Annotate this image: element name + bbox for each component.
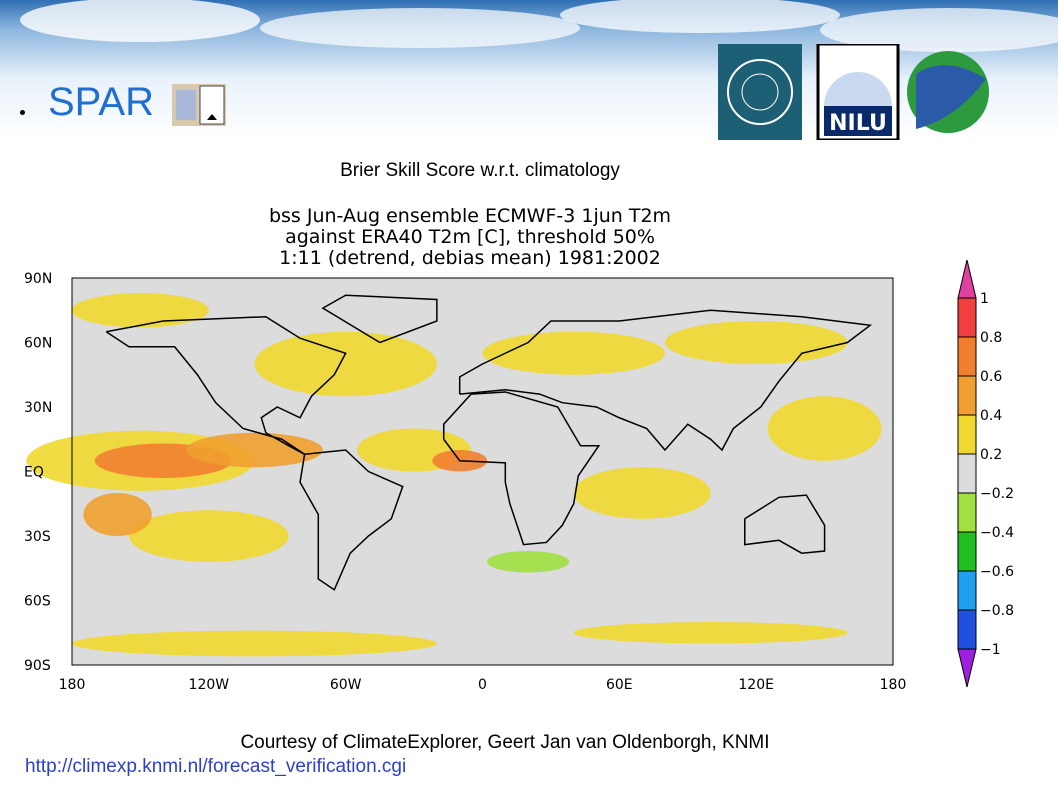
colorbar-label: 0.4 bbox=[980, 408, 1002, 424]
colorbar-label: −0.8 bbox=[980, 603, 1014, 619]
colorbar-band bbox=[957, 570, 977, 611]
lon-label: 60E bbox=[606, 677, 633, 693]
lon-label: 0 bbox=[478, 677, 487, 693]
skill-region bbox=[487, 551, 570, 573]
colorbar-band bbox=[957, 531, 977, 572]
lat-label: EQ bbox=[24, 465, 44, 481]
colorbar-label: 0.2 bbox=[980, 447, 1002, 463]
coastline bbox=[458, 309, 873, 452]
nilu-logo-text: NILU bbox=[829, 111, 887, 136]
skill-region bbox=[767, 396, 882, 461]
slide-title: SPAR bbox=[48, 80, 154, 124]
skill-region bbox=[186, 432, 323, 468]
coastline bbox=[105, 315, 347, 455]
lat-label: 60S bbox=[24, 594, 51, 610]
plot-title-line: 1:11 (detrend, debias mean) 1981:2002 bbox=[279, 247, 661, 269]
colorbar-label: 0.8 bbox=[980, 330, 1002, 346]
colorbar-band bbox=[957, 336, 977, 377]
colorbar-label: 0.6 bbox=[980, 369, 1002, 385]
skill-region bbox=[573, 467, 711, 519]
colorbar-bottom bbox=[957, 648, 977, 688]
lon-label: 120W bbox=[189, 677, 230, 693]
colorbar-label: −0.2 bbox=[980, 486, 1014, 502]
colorbar-label: −1 bbox=[980, 642, 1001, 658]
colorbar-band bbox=[957, 297, 977, 338]
skill-region bbox=[573, 622, 848, 644]
colorbar-band bbox=[957, 609, 977, 650]
skill-region bbox=[72, 630, 437, 657]
coastline bbox=[321, 294, 438, 344]
colorbar-band bbox=[957, 453, 977, 494]
plot-title-line: against ERA40 T2m [C], threshold 50% bbox=[285, 226, 655, 248]
logos: NILU bbox=[718, 44, 989, 140]
skill-region bbox=[482, 331, 665, 375]
lon-label: 60W bbox=[330, 677, 362, 693]
colorbar-band bbox=[957, 492, 977, 533]
skill-region bbox=[254, 331, 437, 397]
coastline bbox=[744, 494, 826, 554]
lat-label: 90S bbox=[24, 658, 51, 674]
source-link[interactable]: http://climexp.knmi.nl/forecast_verifica… bbox=[25, 756, 407, 777]
lat-label: 90N bbox=[24, 271, 52, 287]
colorbar-band bbox=[957, 414, 977, 455]
lat-label: 30N bbox=[24, 400, 52, 416]
skill-region bbox=[664, 321, 848, 364]
lon-label: 180 bbox=[880, 677, 907, 693]
lat-label: 60N bbox=[24, 336, 52, 352]
lon-label: 120E bbox=[738, 677, 774, 693]
credit: Courtesy of ClimateExplorer, Geert Jan v… bbox=[240, 732, 770, 753]
coastline bbox=[442, 391, 601, 546]
map bbox=[26, 277, 894, 666]
lat-label: 30S bbox=[24, 529, 51, 545]
card-icon bbox=[172, 84, 226, 126]
skill-region bbox=[83, 493, 152, 536]
skill-region bbox=[72, 293, 209, 328]
colorbar-band bbox=[957, 375, 977, 416]
colorbar-label: 1 bbox=[980, 291, 989, 307]
colorbar-label: −0.4 bbox=[980, 525, 1014, 541]
coastline bbox=[299, 449, 404, 591]
bss-map-figure: bss Jun-Aug ensemble ECMWF-3 1jun T2maga… bbox=[12, 198, 1038, 723]
colorbar-label: −0.6 bbox=[980, 564, 1014, 580]
skill-region bbox=[129, 510, 289, 562]
figure-caption: Brier Skill Score w.r.t. climatology bbox=[340, 160, 620, 181]
plot-title-line: bss Jun-Aug ensemble ECMWF-3 1jun T2m bbox=[269, 205, 671, 227]
map-frame bbox=[71, 277, 894, 666]
sky-clouds bbox=[20, 0, 1058, 52]
lon-label: 180 bbox=[59, 677, 86, 693]
bullet bbox=[20, 110, 25, 115]
